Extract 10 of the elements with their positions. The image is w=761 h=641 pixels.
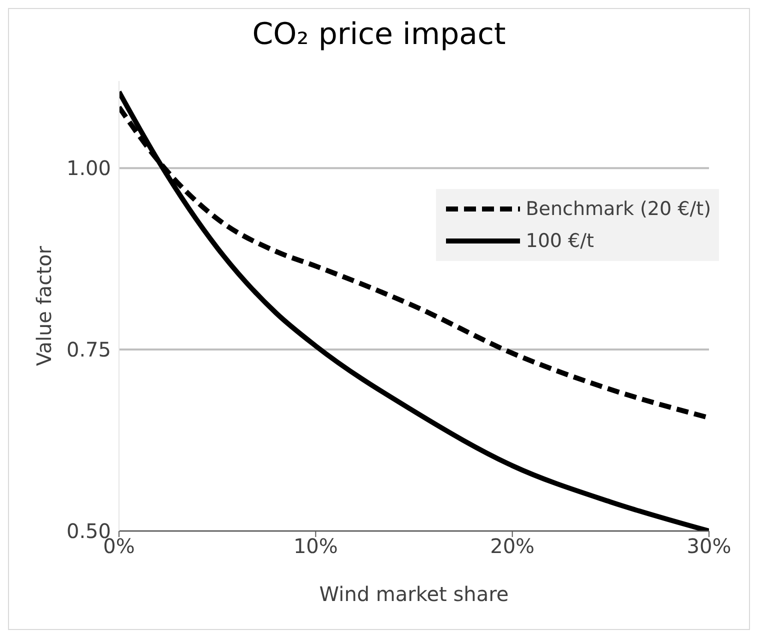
- legend-label: 100 €/t: [526, 230, 594, 252]
- y-tick-label: 1.00: [66, 156, 111, 180]
- x-tick-label: 20%: [490, 534, 535, 558]
- legend-label: Benchmark (20 €/t): [526, 198, 711, 220]
- y-axis-title: Value factor: [32, 245, 56, 366]
- x-tick-label: 30%: [686, 534, 732, 558]
- y-tick-label: 0.75: [66, 338, 111, 362]
- x-axis-title: Wind market share: [319, 582, 509, 606]
- x-tick-label: 10%: [293, 534, 338, 558]
- chart-title: CO₂ price impact: [251, 17, 507, 54]
